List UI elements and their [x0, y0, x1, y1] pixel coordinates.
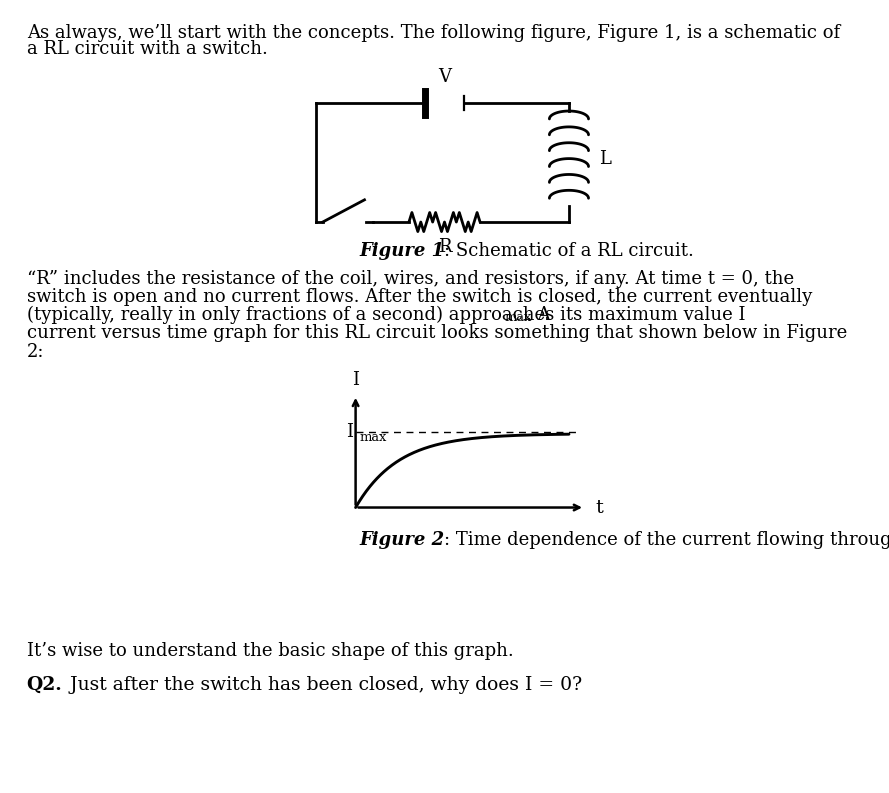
Text: : Time dependence of the current flowing through a RL circuit.: : Time dependence of the current flowing…: [444, 531, 889, 550]
Text: . A: . A: [526, 306, 551, 324]
Text: It’s wise to understand the basic shape of this graph.: It’s wise to understand the basic shape …: [27, 642, 514, 661]
Text: “R” includes the resistance of the coil, wires, and resistors, if any. At time t: “R” includes the resistance of the coil,…: [27, 270, 794, 288]
Text: L: L: [599, 150, 611, 167]
Text: max: max: [504, 311, 532, 324]
Text: Q2.: Q2.: [27, 676, 62, 694]
Text: switch is open and no current flows. After the switch is closed, the current eve: switch is open and no current flows. Aft…: [27, 288, 812, 306]
Text: V: V: [438, 67, 451, 86]
Text: 2:: 2:: [27, 343, 44, 361]
Text: Just after the switch has been closed, why does I = 0?: Just after the switch has been closed, w…: [64, 676, 582, 694]
Text: I: I: [352, 370, 359, 389]
Text: I: I: [346, 423, 353, 441]
Text: : Schematic of a RL circuit.: : Schematic of a RL circuit.: [444, 242, 694, 260]
Text: a RL circuit with a switch.: a RL circuit with a switch.: [27, 40, 268, 58]
Text: As always, we’ll start with the concepts. The following figure, Figure 1, is a s: As always, we’ll start with the concepts…: [27, 24, 840, 42]
Text: Figure 1: Figure 1: [359, 242, 444, 260]
Text: current versus time graph for this RL circuit looks something that shown below i: current versus time graph for this RL ci…: [27, 324, 847, 343]
Text: max: max: [359, 431, 387, 444]
Text: R: R: [437, 238, 452, 256]
Text: (typically, really in only fractions of a second) approaches its maximum value I: (typically, really in only fractions of …: [27, 306, 745, 324]
Text: t: t: [596, 499, 604, 516]
Text: Figure 2: Figure 2: [359, 531, 444, 550]
